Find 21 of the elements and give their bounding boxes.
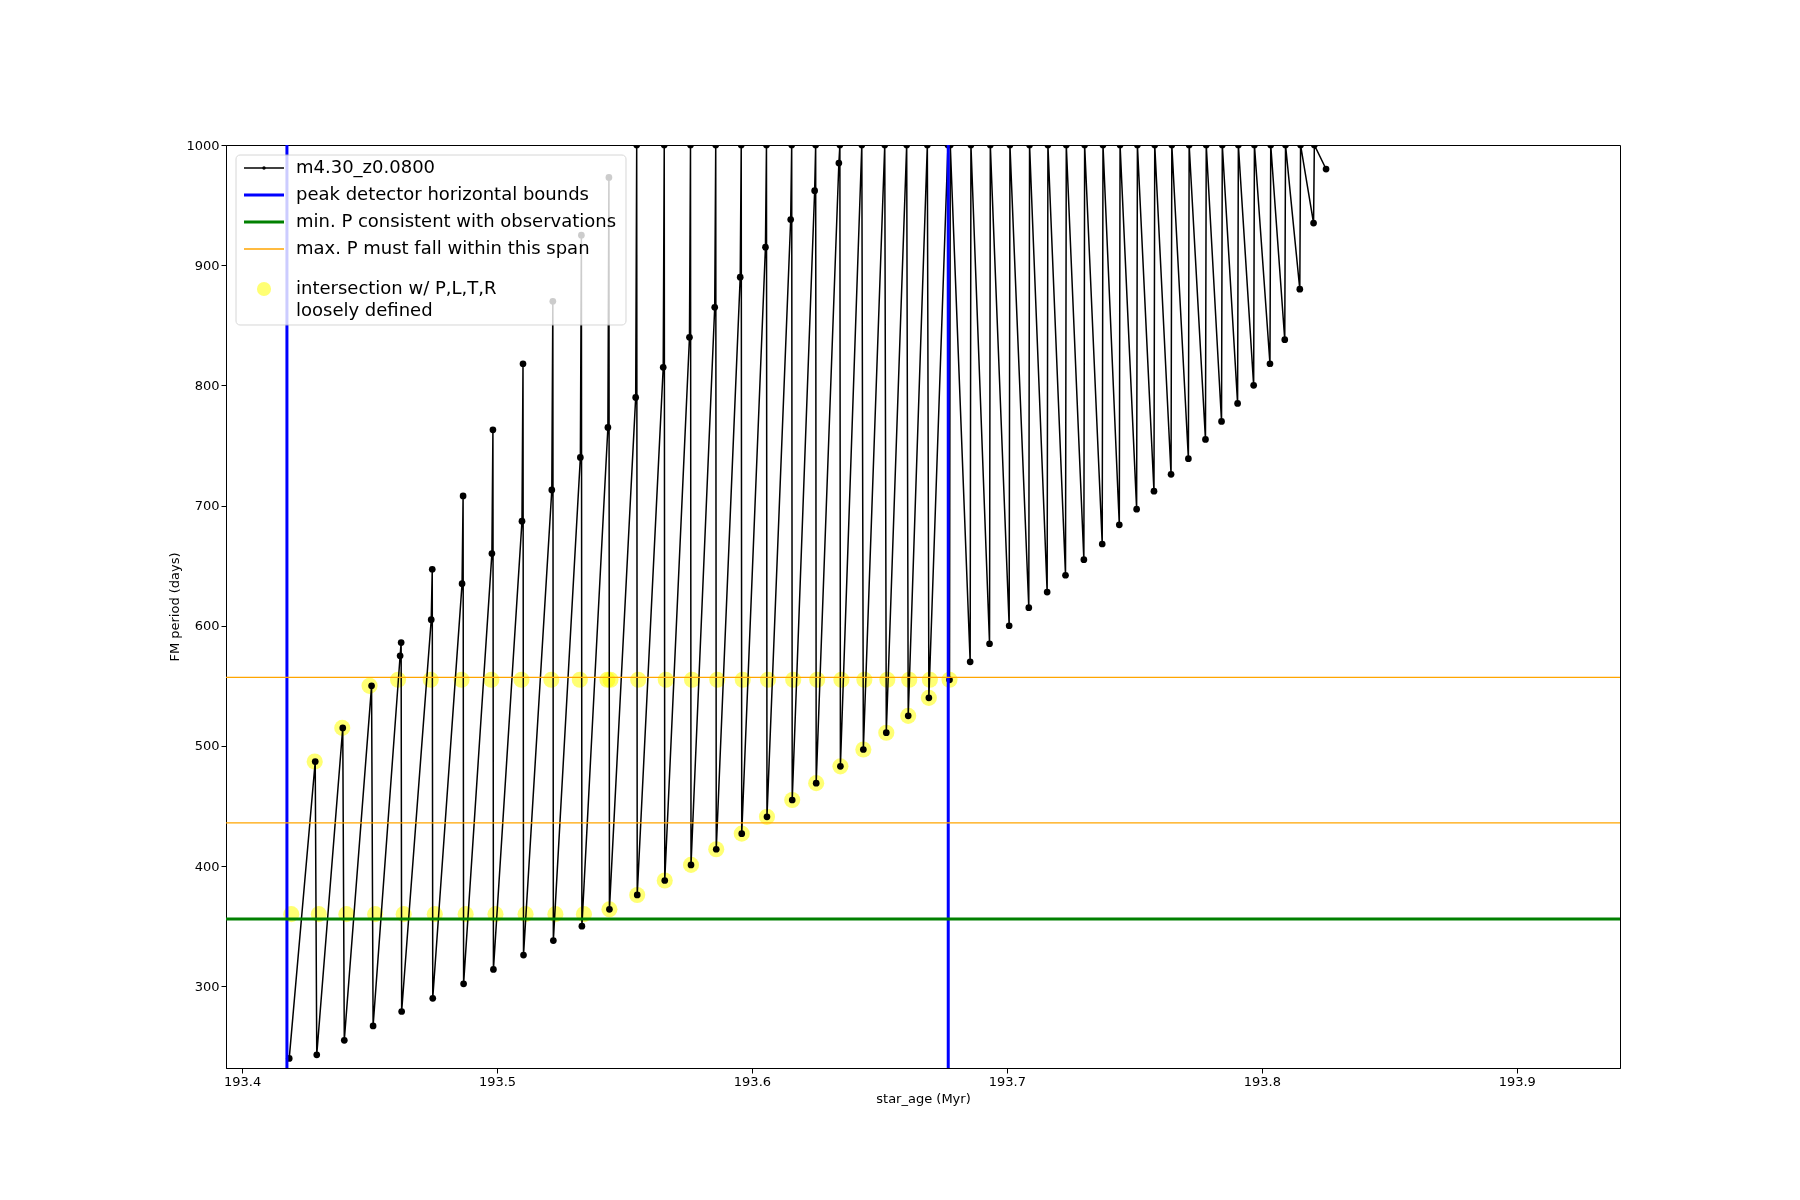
y-tick-label: 300 — [194, 978, 220, 994]
x-tick-label: 193.4 — [223, 1073, 262, 1089]
y-tick-label: 500 — [194, 738, 220, 754]
legend-label: min. P consistent with observations — [296, 210, 617, 231]
y-tick-label: 700 — [194, 498, 220, 514]
y-tick-label: 800 — [194, 377, 220, 393]
y-axis-title: FM period (days) — [167, 552, 183, 662]
y-tick-label: 900 — [194, 257, 220, 273]
x-axis-title: star_age (Myr) — [876, 1090, 971, 1106]
x-tick-label: 193.9 — [1498, 1073, 1536, 1089]
x-tick-label: 193.6 — [733, 1073, 772, 1089]
y-tick-label: 600 — [194, 618, 220, 634]
legend-label: max. P must fall within this span — [296, 237, 590, 258]
legend-label: intersection w/ P,L,T,R loosely defined — [296, 277, 497, 320]
x-tick-label: 193.7 — [988, 1073, 1026, 1089]
x-tick-label: 193.5 — [478, 1073, 517, 1089]
x-tick-label: 193.8 — [1243, 1073, 1281, 1089]
ref-line-label: peak detector horizontal bounds — [296, 183, 589, 204]
y-tick-label: 400 — [194, 858, 220, 874]
y-tick-label: 1000 — [186, 137, 220, 153]
legend-label: m4.30_z0.0800 — [296, 156, 436, 178]
